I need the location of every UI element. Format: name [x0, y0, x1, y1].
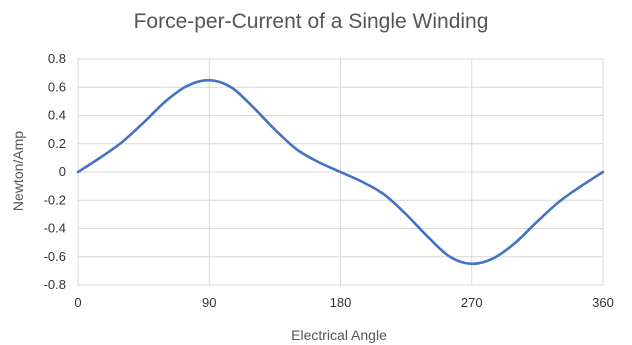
y-tick-label: -0.4 [44, 221, 66, 236]
x-tick-labels: 0 90 180 270 360 [74, 295, 613, 310]
y-tick-labels: 0.8 0.6 0.4 0.2 0 -0.2 -0.4 -0.6 -0.8 [44, 51, 66, 292]
y-tick-label: -0.6 [44, 249, 66, 264]
x-tick-label: 0 [74, 295, 81, 310]
x-tick-label: 90 [202, 295, 216, 310]
y-tick-label: 0.4 [48, 108, 66, 123]
y-tick-label: -0.2 [44, 192, 66, 207]
x-tick-label: 360 [592, 295, 614, 310]
y-tick-label: -0.8 [44, 277, 66, 292]
x-tick-label: 180 [330, 295, 352, 310]
y-tick-label: 0.2 [48, 136, 66, 151]
series-layer [76, 78, 605, 266]
y-tick-label: 0.6 [48, 79, 66, 94]
y-tick-label: 0.8 [48, 51, 66, 66]
chart-title: Force-per-Current of a Single Winding [134, 10, 489, 33]
y-axis-label: Newton/Amp [10, 131, 26, 211]
force-per-current-line [76, 78, 605, 266]
y-tick-label: 0 [59, 164, 66, 179]
x-axis-label: Electrical Angle [291, 327, 387, 343]
x-tick-label: 270 [461, 295, 483, 310]
